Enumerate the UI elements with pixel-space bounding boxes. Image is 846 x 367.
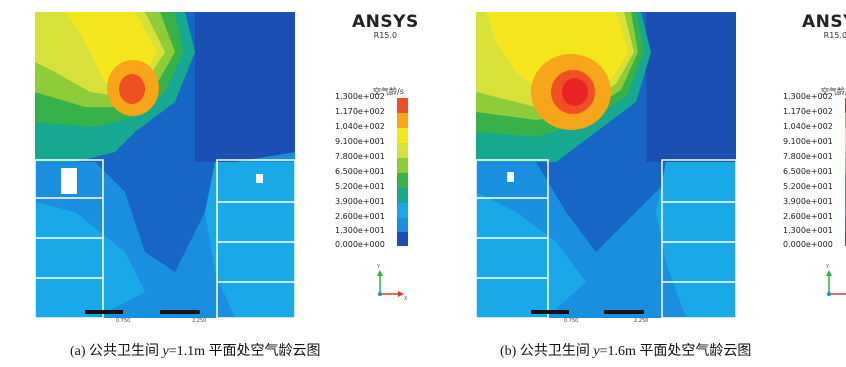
legend-label: 1.300e+001 [335,226,385,235]
logo-text: ANSYS [352,12,419,32]
scale-label: 2.250 [634,318,649,324]
legend-label: 0.000e+000 [783,240,833,249]
legend-label: 9.100e+001 [783,137,833,146]
axis-triad-a: Y X [376,264,408,302]
legend-label: 3.900e+001 [783,197,833,206]
panel-a: ANSYS R15.0 空气龄/s 1.300e+002 1.170e+002 … [35,12,425,360]
caption-suffix: =1.6m 平面处空气龄云图 [599,344,752,359]
contour-plot-a [35,12,295,318]
legend-title: 空气龄/s [821,87,846,96]
caption-suffix: =1.1m 平面处空气龄云图 [168,344,321,359]
version-text: R15.0 [373,31,398,40]
caption-variable: y [162,344,169,359]
axis-label-x: X [404,296,408,302]
contour-plot-b [476,12,736,318]
legend-label: 2.600e+001 [335,212,385,221]
axis-label-y: Y [376,264,381,270]
legend-label: 1.300e+002 [783,92,833,101]
legend-label: 7.800e+001 [335,152,385,161]
legend-colorbar [397,98,408,246]
legend-label: 6.500e+001 [335,167,385,176]
legend-label: 1.040e+002 [335,122,385,131]
caption-variable: y [593,344,600,359]
logo-text: ANSYS [802,12,846,32]
ansys-logo: ANSYS R15.0 [802,14,846,40]
legend-label: 9.100e+001 [335,137,385,146]
legend-label: 5.200e+001 [783,182,833,191]
legend-label: 1.300e+001 [783,226,833,235]
legend-label: 0.000e+000 [335,240,385,249]
legend-label: 1.300e+002 [335,92,385,101]
color-legend-a: 空气龄/s 1.300e+002 1.170e+002 1.040e+002 9… [335,86,425,256]
legend-label: 1.170e+002 [335,107,385,116]
figure-caption-a: (a) 公共卫生间 y=1.1m 平面处空气龄云图 [70,340,321,360]
legend-label: 1.040e+002 [783,122,833,131]
color-legend-b: 空气龄/s 1.300e+002 1.170e+002 1.040e+002 9… [783,86,846,256]
legend-label: 6.500e+001 [783,167,833,176]
scale-label: 0.750 [116,318,131,324]
legend-label: 5.200e+001 [335,182,385,191]
legend-label: 7.800e+001 [783,152,833,161]
legend-label: 1.170e+002 [783,107,833,116]
axis-triad-b: Y [825,264,846,296]
legend-label: 2.600e+001 [783,212,833,221]
figure-caption-b: (b) 公共卫生间 y=1.6m 平面处空气龄云图 [500,340,751,360]
panel-b: ANSYS R15.0 空气龄/s 1.300e+002 1.170e+002 … [423,0,846,367]
legend-title: 空气龄/s [373,87,404,96]
legend-label: 3.900e+001 [335,197,385,206]
version-text: R15.0 [823,31,846,40]
caption-prefix: (b) 公共卫生间 [500,344,594,359]
axis-label-y: Y [825,264,830,270]
scale-label: 2.250 [192,318,207,324]
scale-label: 0.750 [564,318,579,324]
caption-prefix: (a) 公共卫生间 [70,344,163,359]
ansys-logo: ANSYS R15.0 [352,14,419,40]
